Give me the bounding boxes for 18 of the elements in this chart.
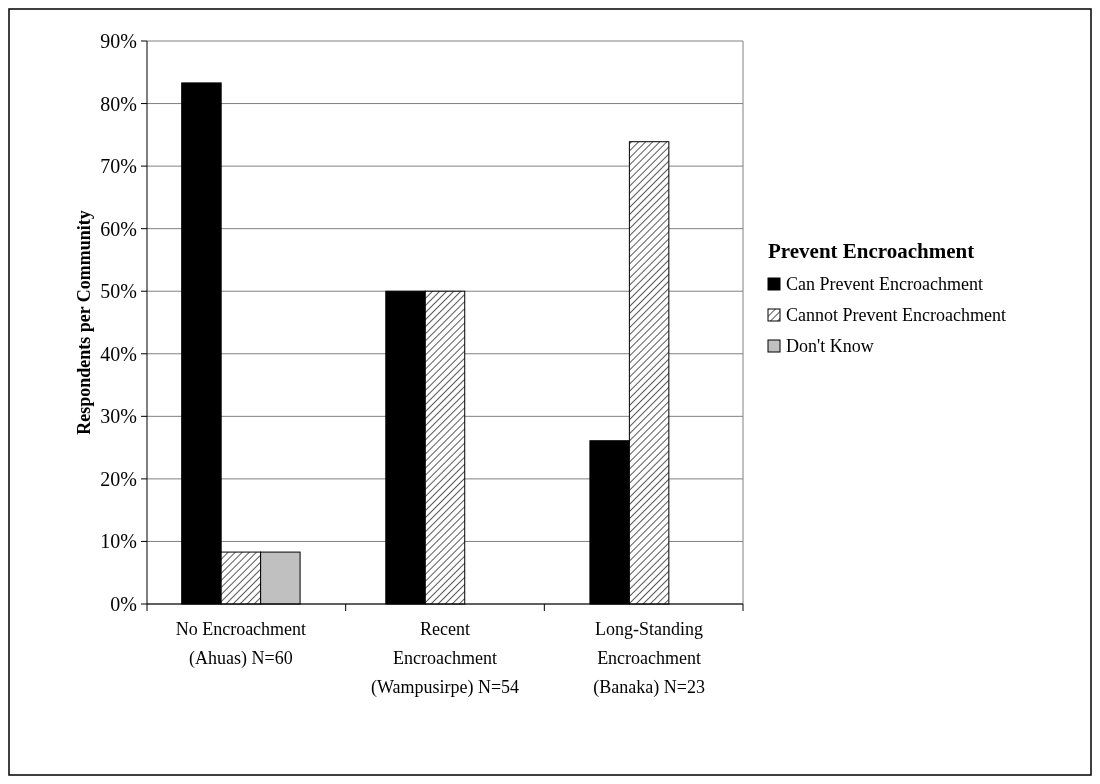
y-axis-title: Respondents per Community bbox=[74, 210, 94, 435]
y-tick-label: 0% bbox=[110, 593, 137, 615]
y-tick-label: 80% bbox=[100, 92, 137, 115]
y-tick-label: 30% bbox=[100, 405, 137, 428]
legend-label: Cannot Prevent Encroachment bbox=[786, 305, 1006, 325]
y-tick-label: 70% bbox=[100, 155, 137, 178]
x-tick-label: No Encroachment (Ahuas) N=60 bbox=[175, 619, 307, 669]
legend-label: Don't Know bbox=[786, 336, 874, 356]
y-tick-label: 20% bbox=[100, 467, 137, 490]
x-tick-label: Long-Standing Encroachment (Banaka) N=23 bbox=[593, 619, 705, 698]
y-tick-label: 50% bbox=[100, 280, 137, 303]
y-tick-label: 10% bbox=[100, 530, 137, 553]
legend-title: Prevent Encroachment bbox=[768, 239, 975, 263]
y-tick-label: 90% bbox=[100, 30, 137, 52]
legend-label: Can Prevent Encroachment bbox=[786, 274, 983, 294]
y-tick-label: 40% bbox=[100, 342, 137, 365]
y-tick-label: 60% bbox=[100, 217, 137, 240]
x-tick-label: Recent Encroachment (Wampusirpe) N=54 bbox=[370, 619, 520, 698]
